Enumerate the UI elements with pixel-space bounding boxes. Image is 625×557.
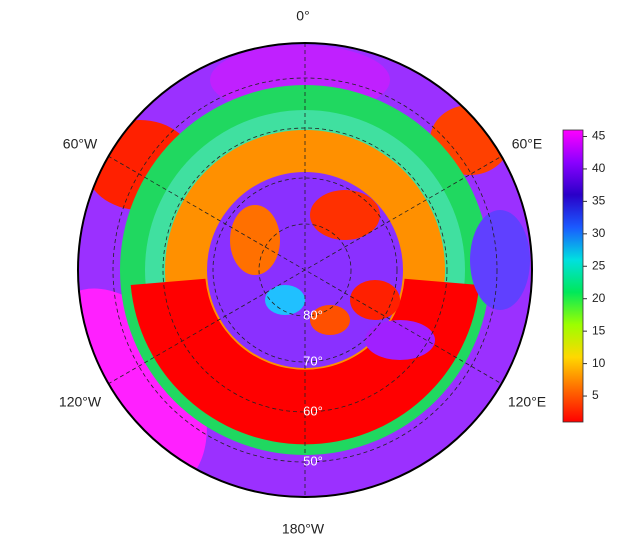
lat-label: 80°	[303, 307, 323, 322]
colorbar-tick-label: 40	[592, 161, 606, 175]
graticule	[107, 43, 503, 497]
lon-label: 120°W	[59, 394, 102, 410]
colorbar-tick-label: 30	[592, 226, 606, 240]
field	[78, 43, 532, 497]
colorbar-tick-label: 45	[592, 129, 606, 143]
lon-label: 60°W	[63, 136, 98, 152]
colorbar-tick-label: 15	[592, 323, 606, 337]
colorbar-tick-label: 20	[592, 291, 606, 305]
map-border	[77, 42, 533, 498]
lat-label: 50°	[303, 453, 323, 468]
colorbar-tick-label: 25	[592, 258, 606, 272]
lon-label: 180°W	[282, 521, 325, 537]
lon-label: 120°E	[508, 394, 546, 410]
colorbar-tick-label: 35	[592, 194, 606, 208]
colorbar-tick-label: 5	[592, 388, 599, 402]
lat-label: 70°	[303, 353, 323, 368]
colorbar	[562, 129, 584, 423]
colorbar-tick-label: 10	[592, 356, 606, 370]
lon-label: 60°E	[512, 136, 543, 152]
lat-label: 60°	[303, 403, 323, 418]
lon-label: 0°	[296, 8, 309, 24]
